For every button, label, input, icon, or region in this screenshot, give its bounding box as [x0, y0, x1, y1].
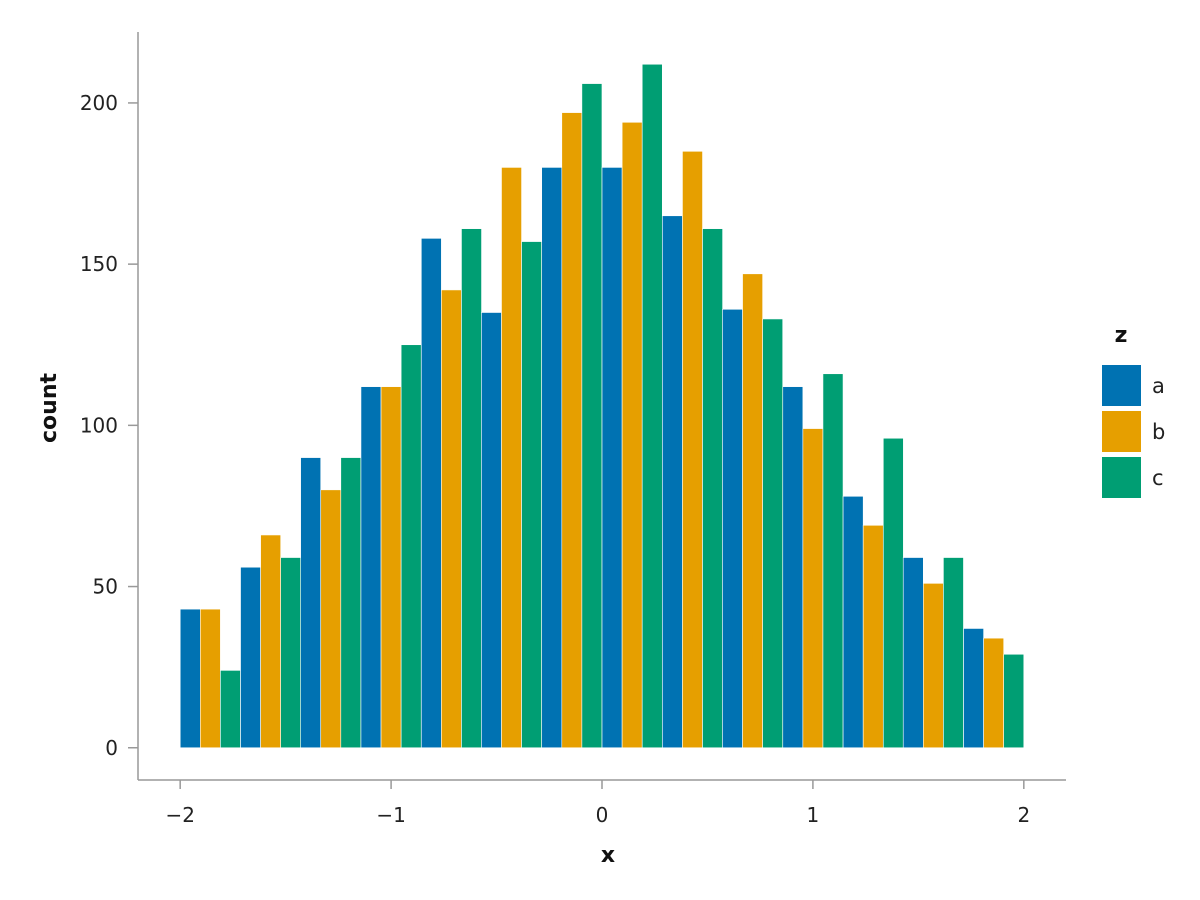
bar-a-8 [662, 215, 683, 749]
bar-c-2 [340, 457, 362, 749]
y-tick-label: 200 [80, 91, 118, 115]
bar-c-5 [521, 241, 542, 749]
bar-b-5 [501, 167, 522, 749]
bar-b-1 [260, 534, 282, 749]
bar-c-8 [702, 228, 723, 749]
y-tick-label: 100 [80, 413, 118, 437]
bar-b-2 [320, 489, 342, 749]
bar-a-10 [782, 386, 804, 749]
bar-c-10 [822, 373, 844, 749]
bar-b-13 [983, 637, 1005, 749]
x-tick-label: 2 [1017, 803, 1030, 827]
bar-b-4 [441, 289, 462, 749]
bar-a-12 [902, 557, 924, 749]
legend-label-a: a [1152, 374, 1165, 398]
bar-a-4 [420, 238, 442, 749]
bar-b-0 [200, 608, 221, 749]
bar-c-3 [400, 344, 422, 749]
bar-a-0 [179, 608, 201, 749]
x-ticks: −2 −1 0 1 2 [165, 780, 1030, 827]
bar-b-7 [621, 121, 643, 749]
legend: z abc [1102, 323, 1165, 498]
bar-a-3 [360, 386, 382, 749]
bar-b-3 [380, 386, 402, 749]
bar-b-10 [802, 428, 824, 749]
y-axis-title: count [37, 373, 62, 443]
bar-a-1 [240, 566, 261, 749]
bar-c-0 [220, 670, 241, 749]
x-tick-label: −2 [165, 803, 194, 827]
x-tick-label: 1 [807, 803, 820, 827]
x-tick-label: −1 [376, 803, 405, 827]
bar-b-6 [561, 112, 583, 749]
legend-swatch-c [1102, 457, 1141, 498]
bar-a-2 [300, 457, 322, 749]
bar-c-13 [1003, 653, 1025, 749]
bar-c-12 [943, 557, 964, 749]
legend-title: z [1115, 323, 1128, 348]
bar-c-11 [882, 437, 904, 749]
x-tick-label: 0 [596, 803, 609, 827]
bar-c-6 [581, 83, 603, 749]
y-tick-label: 50 [93, 575, 118, 599]
bar-c-1 [280, 557, 302, 749]
bar-b-12 [922, 583, 944, 749]
bar-c-4 [461, 228, 482, 749]
y-ticks: 0 50 100 150 200 [80, 91, 138, 760]
bar-b-8 [682, 150, 703, 749]
bar-a-6 [541, 167, 563, 749]
bars-group [179, 63, 1025, 749]
bar-a-9 [722, 308, 743, 749]
y-tick-label: 0 [105, 736, 118, 760]
bar-a-5 [481, 312, 502, 749]
legend-label-b: b [1152, 420, 1165, 444]
legend-swatch-a [1102, 365, 1141, 406]
bar-b-9 [742, 273, 763, 749]
legend-label-c: c [1152, 466, 1164, 490]
bar-b-11 [862, 524, 884, 749]
legend-swatch-b [1102, 411, 1141, 452]
bar-c-9 [762, 318, 784, 749]
bar-c-7 [641, 63, 663, 749]
bar-a-11 [842, 495, 864, 749]
bar-a-7 [601, 167, 623, 749]
y-tick-label: 150 [80, 252, 118, 276]
x-axis-title: x [601, 843, 615, 868]
bar-a-13 [963, 628, 984, 749]
